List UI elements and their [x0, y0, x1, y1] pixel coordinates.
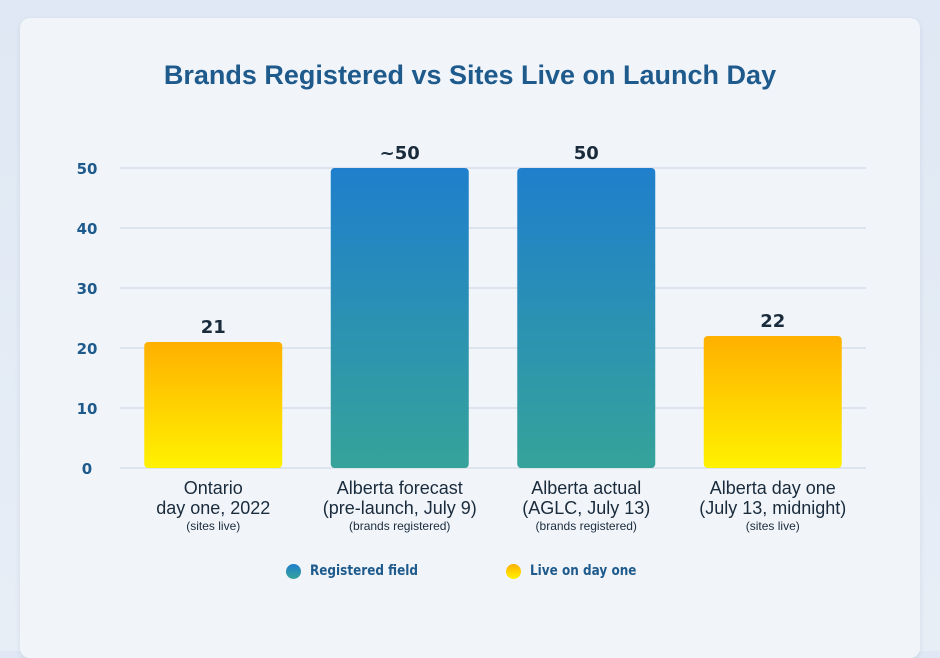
legend-swatch-live: [505, 563, 521, 579]
x-tick-label: Alberta actual: [531, 478, 641, 498]
value-label: 50: [574, 143, 599, 164]
legend-item-registered: Registered field: [286, 563, 436, 579]
y-axis: 0 10 20 30 40 50: [77, 160, 98, 478]
x-tick-label: (pre-launch, July 9): [323, 498, 477, 518]
value-label: 22: [760, 311, 785, 332]
value-label: ~50: [380, 143, 420, 164]
bar-registered: [330, 168, 469, 468]
x-tick-note: (brands registered): [536, 519, 637, 533]
legend-label-registered: Registered field: [310, 563, 419, 579]
y-tick-label: 20: [77, 340, 98, 358]
y-tick-label: 30: [77, 280, 98, 298]
legend-label-live: Live on day one: [529, 563, 637, 579]
y-tick-label: 40: [77, 220, 98, 238]
value-label: 21: [201, 317, 226, 338]
y-tick-label: 50: [77, 160, 98, 178]
bars: [144, 168, 842, 468]
chart-title: Brands Registered vs Sites Live on Launc…: [163, 60, 777, 90]
y-tick-label: 10: [77, 400, 98, 418]
bar-live: [703, 336, 842, 468]
x-tick-label: (July 13, midnight): [699, 498, 846, 518]
legend-item-live: Live on day one: [505, 563, 654, 579]
y-tick-label: 0: [82, 460, 92, 478]
legend-swatch-registered: [286, 563, 302, 579]
bar-live: [144, 342, 283, 468]
x-tick-label: day one, 2022: [156, 498, 270, 518]
x-tick-note: (brands registered): [349, 519, 450, 533]
x-tick-label: (AGLC, July 13): [522, 498, 650, 518]
x-tick-label: Ontario: [184, 478, 243, 498]
x-tick-note: (sites live): [186, 519, 240, 533]
legend: Registered field Live on day one: [0, 563, 940, 579]
value-labels: 21 ~50 50 22: [201, 143, 786, 338]
x-tick-label: Alberta forecast: [337, 478, 463, 498]
bar-registered: [517, 168, 656, 468]
x-tick-note: (sites live): [746, 519, 800, 533]
x-tick-label: Alberta day one: [710, 478, 836, 498]
